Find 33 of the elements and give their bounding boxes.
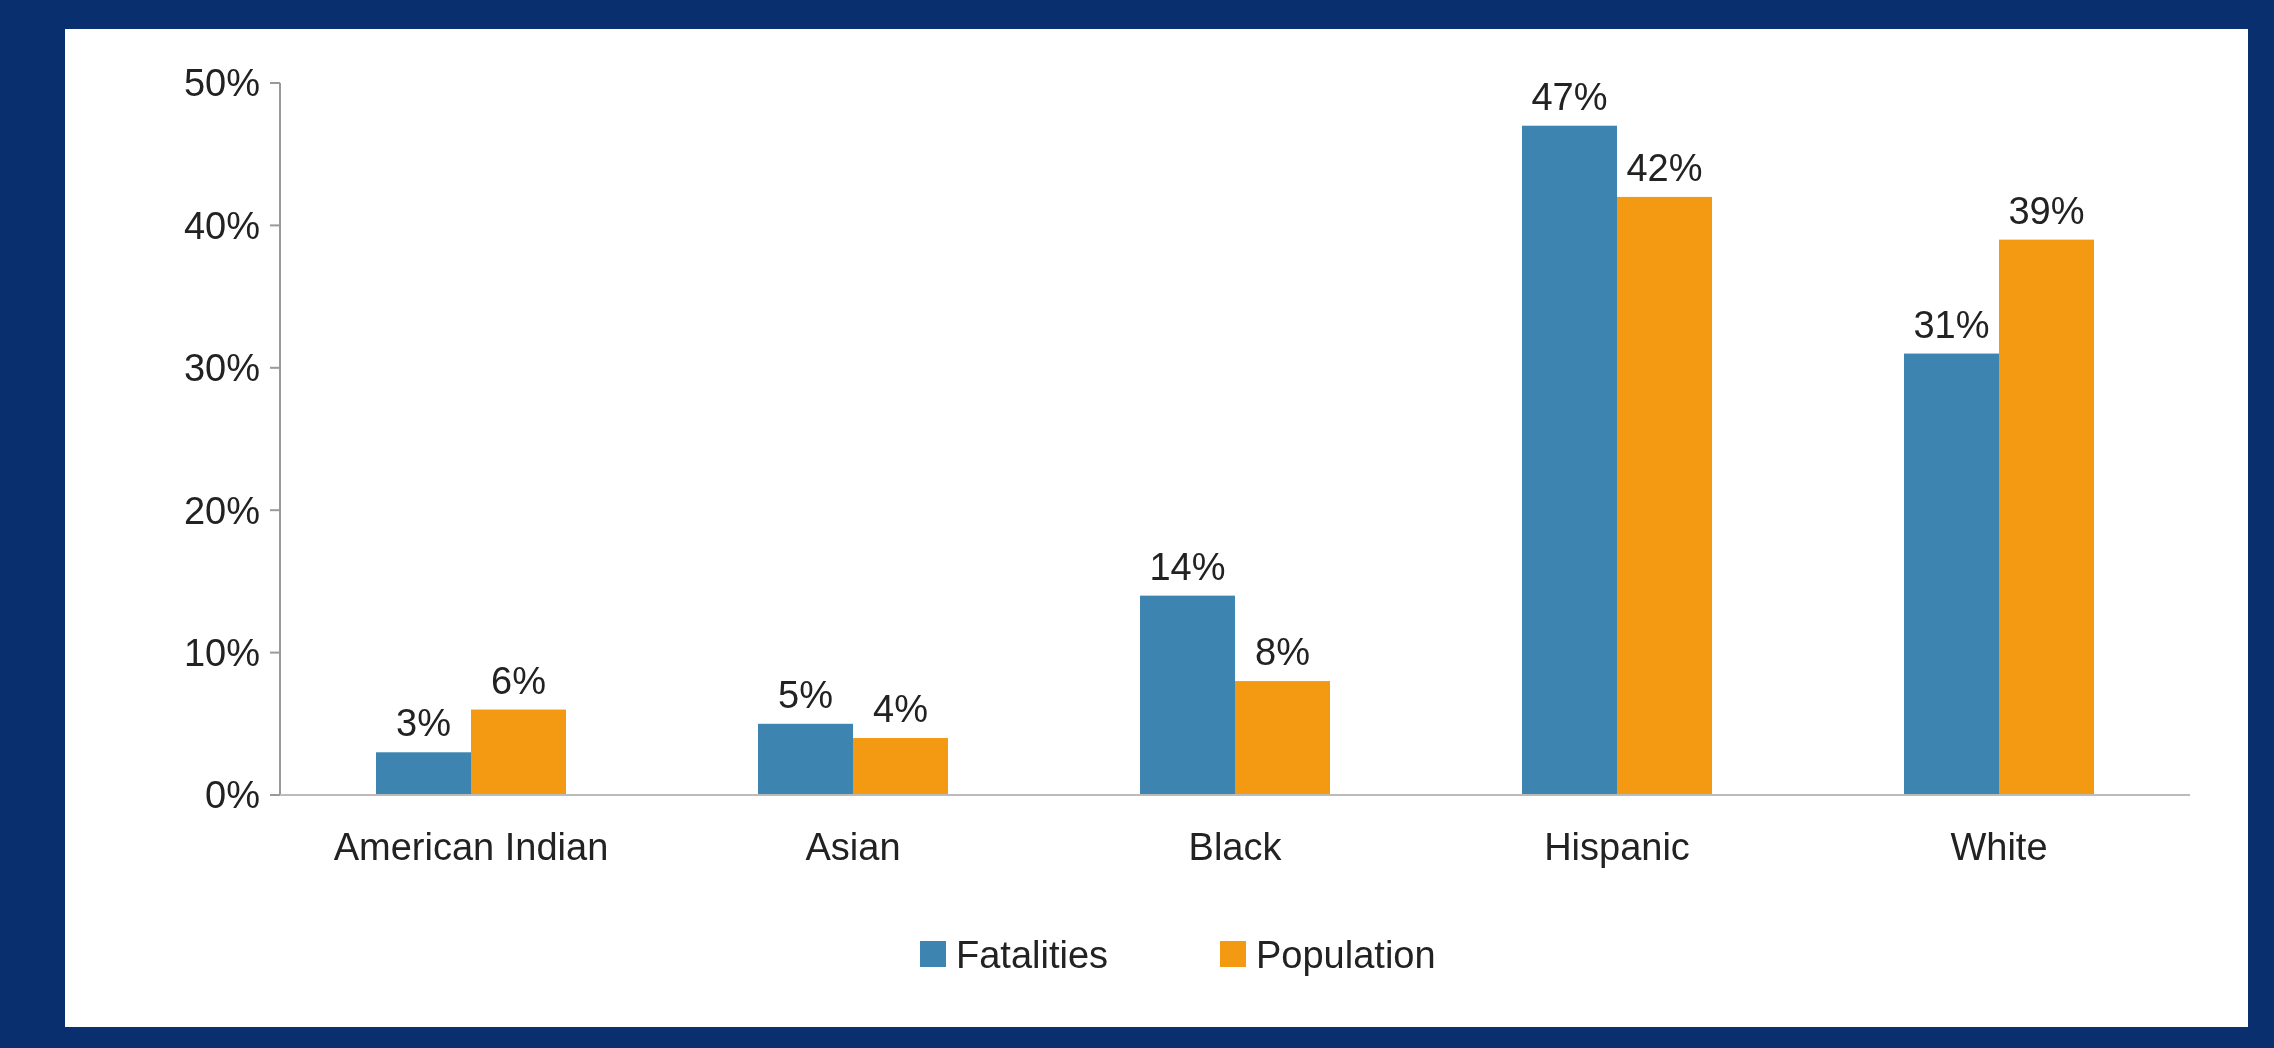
bar [376,752,471,795]
data-label: 4% [873,688,928,731]
data-label: 14% [1149,545,1226,588]
data-label: 3% [396,702,451,745]
legend-label: Population [1256,934,1436,977]
data-label: 31% [1913,303,1990,346]
y-tick-label: 20% [183,489,260,532]
data-label: 47% [1531,75,1608,118]
y-tick-label: 40% [183,204,260,247]
bar [1617,196,1712,795]
data-label: 6% [491,659,546,702]
y-tick-label: 10% [183,631,260,674]
bar [853,738,948,795]
legend-label: Fatalities [956,934,1109,977]
x-tick-label: Hispanic [1544,826,1690,868]
x-tick-label: Asian [805,826,901,868]
data-label: 42% [1626,146,1703,189]
x-tick-label: White [1950,826,2048,868]
y-tick-label: 30% [183,347,260,390]
data-label: 8% [1255,631,1310,674]
bar [758,723,853,795]
data-label: 5% [778,673,833,716]
bar [471,709,566,795]
bar [1904,353,1999,795]
bar [1140,595,1235,795]
y-tick-label: 50% [183,62,260,105]
bar [1999,239,2094,795]
x-tick-label: American Indian [333,826,609,868]
data-label: 39% [2008,189,2085,232]
bar [1235,681,1330,795]
bar [1522,125,1617,795]
y-tick-label: 0% [205,774,260,817]
x-tick-label: Black [1188,826,1283,868]
